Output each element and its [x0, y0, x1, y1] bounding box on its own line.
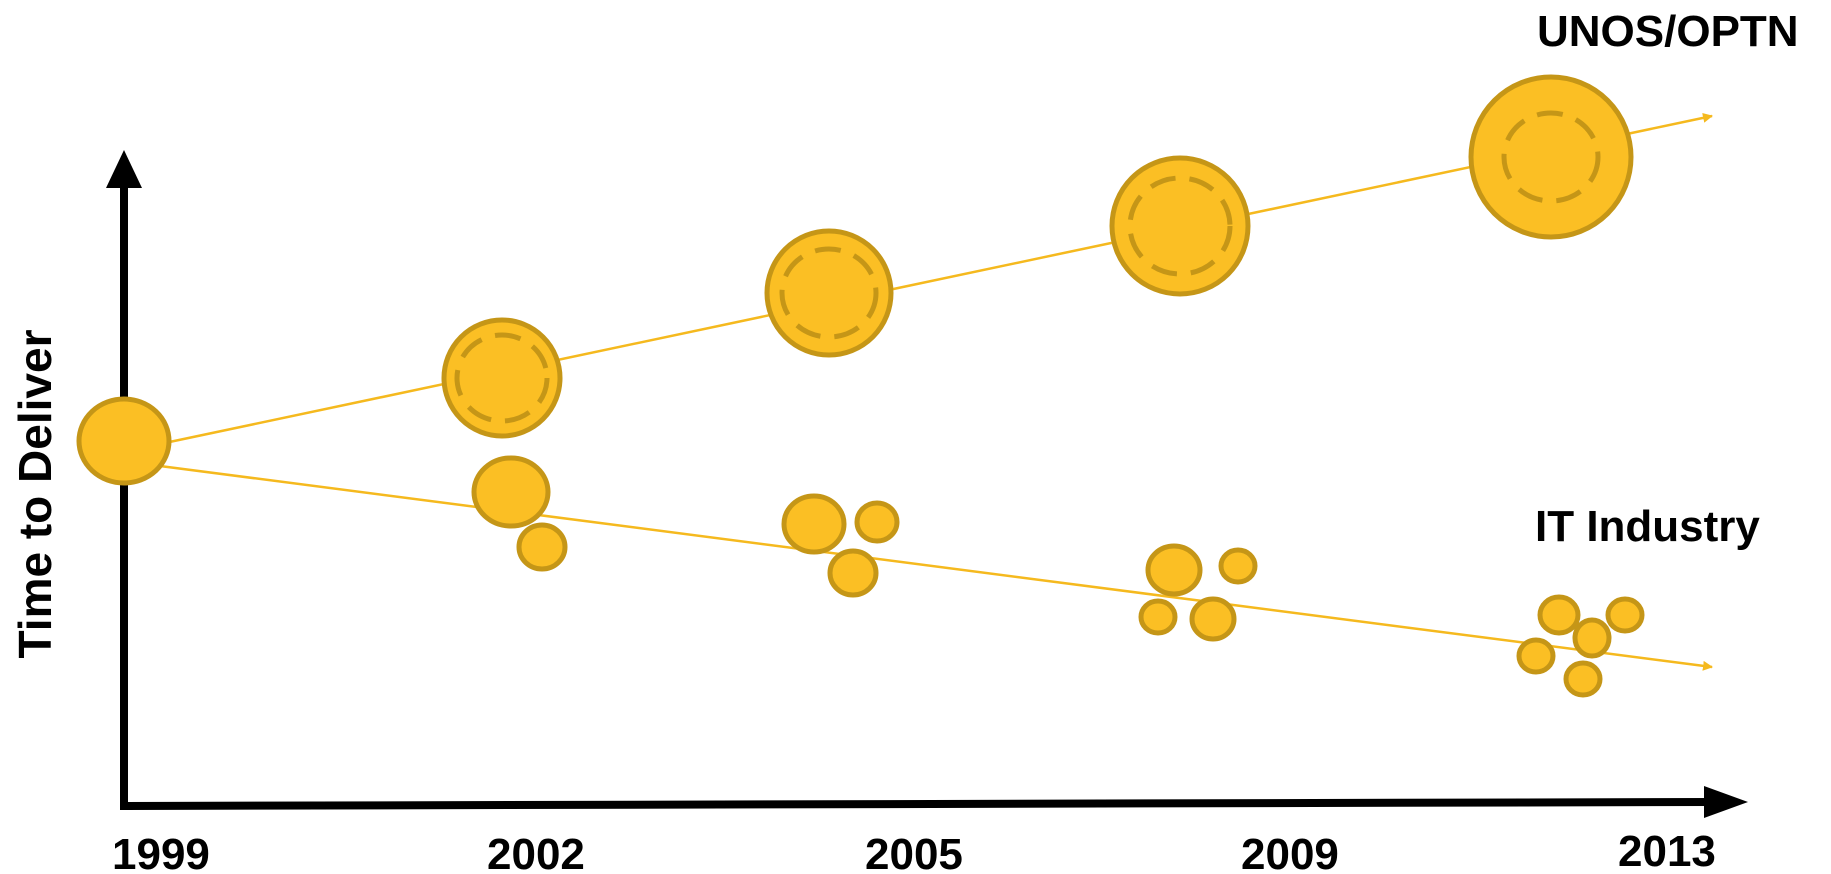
year-label-2009: 2009: [1241, 830, 1339, 874]
year-label-2002: 2002: [487, 830, 585, 874]
it-coin: [1218, 547, 1258, 585]
x-axis-arrowhead: [1704, 786, 1748, 818]
it-coin: [827, 548, 879, 598]
it-coin: [781, 493, 847, 555]
it-coin: [471, 455, 551, 529]
year-label-1999: 1999: [112, 830, 210, 874]
unos-coin-2009: [1109, 155, 1251, 297]
it-coin: [1605, 596, 1645, 634]
y-axis-arrowhead: [106, 150, 142, 188]
it-coin: [1189, 596, 1237, 642]
it-coin: [1138, 598, 1178, 636]
unos-optn-label: UNOS/OPTN: [1537, 7, 1799, 56]
unos-coin-2005: [764, 228, 894, 358]
axes: [106, 150, 1748, 818]
x-axis-line: [119, 798, 1713, 810]
it-coin: [1563, 660, 1603, 698]
unos-coins: [441, 74, 1634, 439]
it-coin: [516, 522, 568, 572]
year-label-2013: 2013: [1618, 827, 1716, 874]
it-industry-coins: [471, 455, 1645, 698]
y-axis-label: Time to Deliver: [9, 329, 61, 658]
it-coin: [854, 500, 900, 544]
unos-coin-2002: [441, 317, 563, 439]
unos-trend-line: [159, 112, 1713, 446]
it-industry-label: IT Industry: [1535, 502, 1760, 551]
unos-coin-2013: [1468, 74, 1634, 240]
it-coin: [1516, 637, 1556, 675]
year-label-2005: 2005: [865, 830, 963, 874]
x-axis-year-labels: 1999 2002 2005 2009 2013: [112, 827, 1716, 874]
it-industry-trend-line: [159, 464, 1713, 671]
it-coin: [1572, 617, 1612, 659]
start-coin: [76, 396, 172, 486]
it-coin: [1537, 594, 1581, 636]
it-coin: [1145, 543, 1203, 597]
